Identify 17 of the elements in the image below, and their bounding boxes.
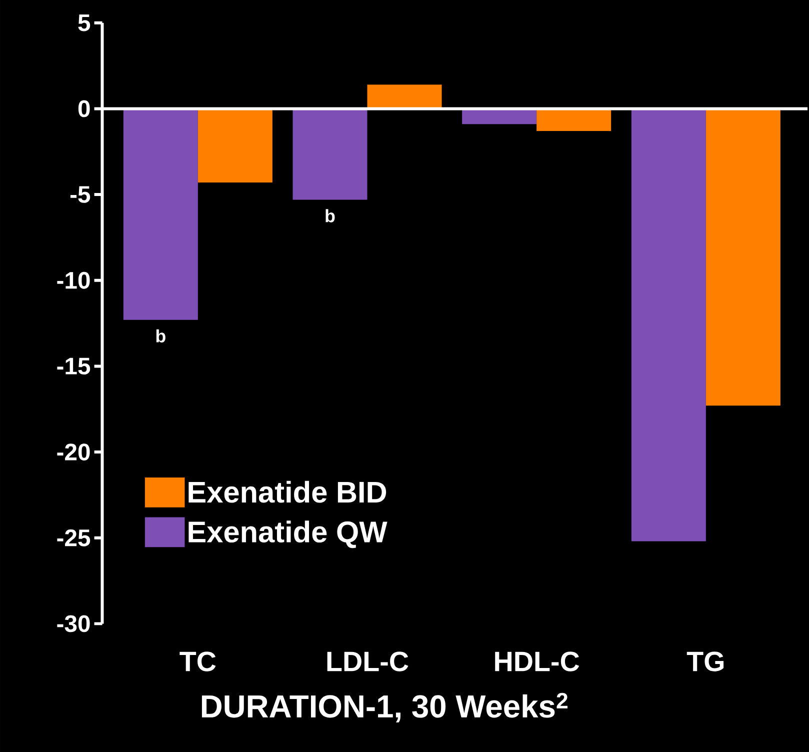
legend-label: Exenatide QW — [188, 520, 388, 548]
legend-label: Exenatide BID — [188, 480, 386, 503]
y-tick-label: -15 — [57, 358, 90, 375]
y-tick-label: 5 — [78, 14, 90, 32]
annotation: b — [326, 209, 335, 222]
annotation: b — [156, 329, 166, 342]
y-tick-label: -5 — [70, 186, 90, 203]
y-tick-label: -25 — [57, 529, 90, 546]
y-tick-label: -30 — [57, 615, 90, 632]
y-tick-label: -10 — [57, 272, 90, 289]
y-tick-label: -20 — [57, 444, 90, 460]
text: DURATION-1, 30 Weeks$^{2}$ — [202, 692, 568, 722]
y-tick-label: 0 — [78, 100, 90, 118]
x-tick-label: TG — [686, 652, 724, 672]
x-tick-label: TC — [180, 652, 216, 672]
x-tick-label: HDL-C — [495, 652, 580, 672]
x-tick-label: LDL-C — [327, 652, 408, 672]
